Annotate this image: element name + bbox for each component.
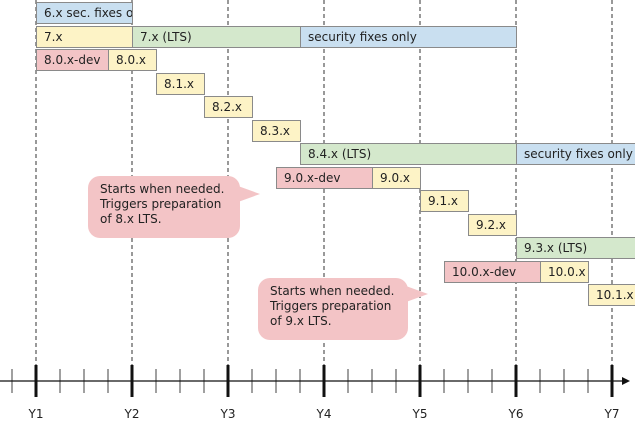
release-bar-label: 9.0.x: [380, 170, 410, 185]
release-bar-label: 10.0.x: [548, 264, 586, 279]
year-label: Y3: [220, 407, 236, 421]
year-label: Y4: [316, 407, 332, 421]
callout-line: Triggers preparation: [270, 299, 392, 313]
release-bar-label: 7.x: [44, 29, 63, 44]
release-bar-security-fixes-only: security fixes only: [300, 25, 517, 48]
callout-line: of 9.x LTS.: [270, 314, 332, 328]
release-bar-9-1-x: 9.1.x: [420, 190, 469, 212]
release-bar-label: security fixes only: [308, 29, 417, 44]
year-label: Y7: [604, 407, 620, 421]
release-bar-security-fixes-only: security fixes only: [516, 143, 635, 165]
release-bar-8-4-x-lts: 8.4.x (LTS): [300, 143, 517, 165]
year-tick: [610, 365, 614, 397]
release-bar-8-2-x: 8.2.x: [204, 96, 253, 118]
year-tick: [322, 365, 326, 397]
release-bar-label: 8.4.x (LTS): [308, 147, 372, 161]
release-bar-label: 10.0.x-dev: [452, 264, 517, 279]
axis-arrow-icon: [622, 377, 630, 385]
release-bar-label: 8.0.x: [116, 53, 146, 67]
release-bar-label: 9.2.x: [476, 217, 506, 232]
release-bar-7-x: 7.x: [36, 25, 133, 48]
release-bar-8-1-x: 8.1.x: [156, 72, 205, 95]
year-tick: [418, 365, 422, 397]
year-label: Y1: [28, 407, 44, 421]
release-bar-label: 8.0.x-dev: [44, 53, 101, 67]
callout-8x-lts: Starts when needed. Triggers preparation…: [88, 176, 260, 238]
release-bar-label: 6.x sec. fixes only: [44, 6, 133, 20]
release-bar-label: 9.3.x (LTS): [524, 241, 588, 255]
year-label: Y5: [412, 407, 428, 421]
year-tick: [34, 365, 38, 397]
release-bar-10-0-x-dev: 10.0.x-dev: [444, 260, 541, 283]
release-bar-8-3-x: 8.3.x: [252, 119, 301, 142]
callout-line: Triggers preparation: [100, 197, 222, 211]
callout-line: of 8.x LTS.: [100, 212, 162, 226]
release-bar-10-1-x: 10.1.x: [588, 284, 635, 306]
release-bar-label: 8.3.x: [260, 123, 290, 138]
release-bar-9-2-x: 9.2.x: [468, 213, 517, 236]
release-bar-9-0-x: 9.0.x: [372, 166, 421, 189]
release-bar-10-0-x: 10.0.x: [540, 260, 589, 283]
year-label: Y6: [508, 407, 524, 421]
release-bar-label: 8.2.x: [212, 100, 242, 114]
release-bar-8-0-x: 8.0.x: [108, 49, 157, 71]
release-bar-9-0-x-dev: 9.0.x-dev: [276, 166, 373, 189]
callout-tail: [238, 186, 260, 202]
release-bar-label: 10.1.x: [596, 288, 634, 302]
release-bar-6-x-sec-fixes-only: 6.x sec. fixes only: [36, 2, 133, 24]
callout-line: Starts when needed.: [270, 284, 395, 298]
release-bar-label: 9.0.x-dev: [284, 170, 341, 185]
year-tick: [130, 365, 134, 397]
release-bar-label: 7.x (LTS): [140, 29, 192, 44]
release-bar-7-x-lts: 7.x (LTS): [132, 25, 301, 48]
callout-9x-lts: Starts when needed. Triggers preparation…: [258, 278, 428, 340]
year-tick: [226, 365, 230, 397]
callout-tail: [406, 286, 428, 302]
release-bar-label: 9.1.x: [428, 194, 458, 208]
release-bar-label: 8.1.x: [164, 76, 194, 91]
callout-line: Starts when needed.: [100, 182, 225, 196]
release-bar-9-3-x-lts: 9.3.x (LTS): [516, 237, 635, 259]
release-bar-8-0-x-dev: 8.0.x-dev: [36, 49, 109, 71]
release-bar-label: security fixes only: [524, 147, 633, 161]
year-label: Y2: [124, 407, 140, 421]
year-tick: [514, 365, 518, 397]
